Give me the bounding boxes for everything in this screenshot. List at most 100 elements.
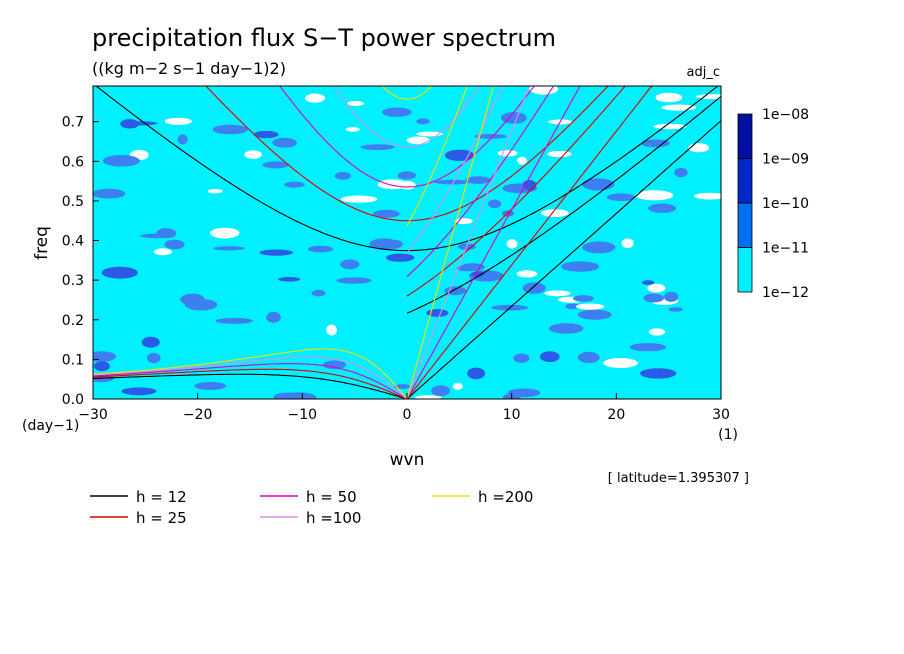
- contour-blob: [561, 261, 599, 272]
- contour-blob: [212, 124, 248, 135]
- mrg-curve: [406, 86, 626, 297]
- contour-blob: [164, 117, 192, 125]
- contour-blob: [340, 195, 378, 203]
- rossby-curve: [93, 356, 408, 399]
- contour-blob: [416, 131, 443, 137]
- gravity-curve: [381, 86, 433, 100]
- gravity-curve: [279, 86, 535, 188]
- contour-blob: [253, 130, 279, 139]
- contour-blob: [465, 176, 492, 184]
- y-tick-label: 0.3: [62, 273, 84, 289]
- x-tick-label: −20: [183, 407, 213, 423]
- contour-blob: [629, 343, 667, 352]
- contour-blob: [661, 104, 697, 111]
- colorbar-segment: [737, 202, 753, 248]
- y-tick-label: 0.6: [62, 154, 84, 170]
- contour-blob: [516, 270, 538, 278]
- colorbar-segment: [737, 113, 753, 159]
- power-contours: [93, 86, 721, 399]
- rossby-curve: [93, 348, 408, 399]
- rossby-curve: [93, 368, 408, 399]
- contour-blob: [529, 86, 559, 95]
- x-tick-label: −30: [78, 407, 108, 423]
- contour-blob: [207, 189, 223, 194]
- field-background: [93, 86, 721, 399]
- latitude-note: [ latitude=1.395307 ]: [608, 471, 749, 486]
- y-tick-label: 0.2: [62, 313, 84, 329]
- y-axis-label: freq: [32, 226, 52, 260]
- contour-blob: [123, 121, 158, 126]
- contour-blob: [279, 392, 317, 399]
- run-label: adj_c: [687, 65, 720, 80]
- legend-label: h = 50: [306, 488, 357, 506]
- colorbar-segment: [737, 247, 753, 293]
- contour-blob: [347, 101, 365, 106]
- contour-blob: [655, 92, 683, 103]
- mrg-curve: [406, 95, 721, 314]
- contour-blob: [606, 193, 635, 201]
- contour-blob: [653, 123, 687, 130]
- contour-blob: [414, 395, 442, 399]
- colorbar-label: 1e−11: [762, 241, 809, 257]
- contour-blob: [640, 368, 677, 379]
- contour-blob: [141, 336, 160, 348]
- contour-blob: [272, 137, 297, 148]
- contour-blob: [452, 382, 463, 390]
- contour-blob: [360, 144, 395, 151]
- contour-blob: [101, 266, 138, 279]
- contour-blob: [266, 311, 281, 323]
- contour-blob: [540, 351, 560, 363]
- legend-label: h =200: [478, 488, 533, 506]
- gravity-curve: [205, 86, 609, 222]
- contour-blob: [694, 192, 721, 200]
- y-tick-label: 0.0: [62, 392, 84, 408]
- contour-blob: [635, 190, 674, 201]
- contour-blob: [434, 179, 471, 185]
- x-tick-label: 20: [607, 407, 625, 423]
- rossby-curve: [93, 363, 408, 399]
- contour-blob: [177, 134, 188, 145]
- contour-blob: [194, 381, 227, 390]
- contour-blob: [471, 271, 485, 277]
- rossby-curve: [93, 373, 408, 399]
- colorbar-label: 1e−09: [762, 152, 809, 168]
- contour-blob: [517, 156, 528, 165]
- contour-blob: [121, 387, 157, 396]
- x-axis-label: wvn: [390, 450, 425, 470]
- contour-blob: [262, 161, 289, 169]
- contour-blob: [668, 307, 683, 312]
- contour-blob: [647, 283, 666, 293]
- chart-subtitle: ((kg m−2 s−1 day−1)2): [92, 59, 286, 78]
- contour-blob: [500, 112, 527, 124]
- contour-blob: [213, 246, 245, 251]
- contour-blob: [474, 134, 507, 139]
- legend-label: h = 12: [136, 488, 187, 506]
- contour-blob: [386, 253, 415, 262]
- contour-blob: [210, 227, 240, 239]
- contour-blob: [164, 239, 185, 250]
- contour-blob: [259, 249, 294, 256]
- mrg-curve: [406, 86, 504, 254]
- contour-blob: [642, 280, 655, 285]
- gravity-curve: [95, 86, 719, 252]
- contour-blob: [688, 143, 710, 153]
- x-axis: −30 −20 −10 0 10 20 30: [78, 393, 730, 423]
- contour-blob: [565, 303, 580, 310]
- contour-blob: [582, 241, 616, 254]
- contour-blob: [93, 188, 126, 199]
- contour-blob: [416, 118, 430, 125]
- x-tick-label: −10: [288, 407, 318, 423]
- x-tick-label: 30: [712, 407, 730, 423]
- contour-blob: [488, 199, 502, 209]
- contour-blob: [641, 139, 670, 148]
- contour-blob: [311, 289, 326, 297]
- contour-blob: [284, 181, 305, 188]
- contour-blob: [467, 367, 485, 380]
- contour-blob: [643, 293, 665, 303]
- legend: h = 12 h = 25 h = 50 h =100 h =200: [90, 488, 533, 527]
- contour-blob: [648, 328, 666, 336]
- colorbar-segment: [737, 158, 753, 204]
- kelvin-curve: [406, 86, 530, 399]
- x-tick-label: 10: [503, 407, 521, 423]
- contour-blob: [326, 324, 337, 336]
